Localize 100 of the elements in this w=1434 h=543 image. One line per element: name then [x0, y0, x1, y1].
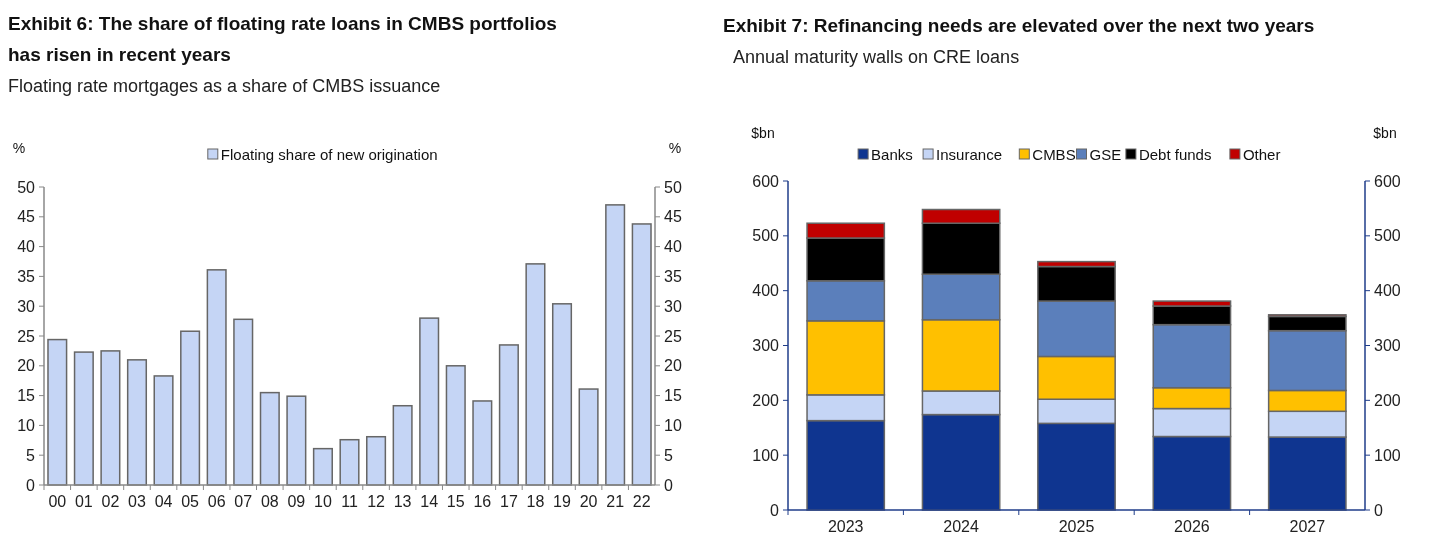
y-tick-label: 500	[752, 227, 780, 245]
y-tick-label: 20	[17, 357, 36, 375]
y-tick-label: 25	[17, 327, 36, 345]
y2-tick-label: 45	[664, 208, 682, 226]
bar	[233, 318, 254, 486]
x-tick-label: 17	[499, 493, 518, 510]
x-tick-label: 04	[154, 493, 173, 510]
y-tick-label: 40	[17, 238, 36, 256]
y2-tick-label: 600	[1374, 172, 1401, 190]
x-tick-label: 01	[74, 493, 93, 510]
x-tick-label: 19	[553, 493, 572, 510]
y2-tick-label: 15	[664, 387, 682, 405]
legend-label: Debt funds	[1138, 146, 1212, 163]
bar	[286, 395, 307, 486]
bar	[312, 447, 333, 486]
x-tick-label: 05	[181, 493, 200, 510]
bar	[100, 350, 121, 486]
bar	[631, 223, 652, 486]
y2-tick-label: 20	[664, 357, 682, 375]
y2-tick-label: 5	[664, 446, 673, 464]
y2-tick-label: 100	[1374, 446, 1401, 464]
bar	[180, 330, 201, 486]
bar	[47, 338, 68, 486]
x-tick-label: 16	[473, 493, 492, 510]
bar	[551, 303, 573, 486]
y2-tick-label: 35	[664, 268, 682, 285]
x-tick-label: 03	[128, 493, 146, 510]
x-tick-label: 07	[234, 493, 253, 510]
x-tick-label: 21	[606, 493, 625, 510]
bar	[445, 365, 466, 486]
y2-axis-title: %	[668, 140, 682, 156]
bar	[206, 269, 227, 486]
y2-tick-label: 0	[1374, 501, 1383, 519]
x-tick-label: 2026	[1174, 518, 1210, 535]
y2-tick-label: 400	[1374, 282, 1401, 300]
x-tick-label: 10	[314, 493, 332, 510]
x-tick-label: 2025	[1058, 518, 1095, 535]
y2-tick-label: 25	[664, 327, 682, 345]
y-tick-label: 0	[770, 501, 780, 519]
chart-subtitle: Floating rate mortgages as a share of CMBS issuance	[8, 76, 441, 96]
bar	[578, 388, 599, 486]
bar	[525, 263, 546, 486]
y2-tick-label: 10	[664, 417, 682, 434]
legend-label: Floating share of new origination	[220, 146, 438, 163]
x-tick-label: 06	[207, 493, 226, 510]
chart-subtitle: Annual maturity walls on CRE loans	[733, 47, 1020, 67]
y-tick-label: 400	[752, 282, 780, 300]
legend-label: CMBS	[1032, 146, 1076, 163]
x-tick-label: 2024	[943, 518, 979, 535]
legend-label: Other	[1242, 146, 1281, 163]
y-tick-label: 15	[17, 387, 36, 405]
bar	[126, 359, 148, 486]
y2-tick-label: 50	[664, 178, 682, 196]
y-tick-label: 50	[17, 178, 36, 196]
legend-label: GSE	[1089, 146, 1122, 163]
y-tick-label: 200	[752, 391, 780, 409]
bar	[605, 204, 626, 486]
y-tick-label: 0	[26, 476, 36, 494]
bar	[259, 391, 280, 486]
chart-title: Exhibit 6: The share of floating rate loans in CMBS portfolios has risen in recent years	[8, 13, 557, 65]
x-tick-label: 18	[526, 493, 545, 510]
chart-title: Exhibit 7: Refinancing needs are elevated over the next two years	[723, 15, 1315, 36]
y2-tick-label: 200	[1374, 391, 1401, 409]
x-tick-label: 15	[446, 493, 465, 510]
x-tick-label: 14	[420, 493, 439, 510]
x-tick-label: 12	[367, 493, 386, 510]
x-tick-label: 20	[579, 493, 598, 510]
x-tick-label: 02	[101, 493, 120, 510]
bar	[73, 351, 94, 486]
x-tick-label: 22	[632, 493, 651, 510]
legend-label: Insurance	[936, 146, 1002, 163]
bar	[392, 404, 413, 486]
bar	[472, 400, 493, 486]
y-tick-label: 10	[17, 417, 36, 434]
y2-tick-label: 300	[1374, 337, 1401, 355]
y-tick-label: 300	[752, 337, 780, 355]
bar	[419, 317, 440, 486]
y2-tick-label: 30	[664, 297, 682, 315]
y-tick-label: 35	[17, 268, 36, 285]
x-tick-label: 11	[341, 493, 358, 510]
x-tick-label: 00	[48, 493, 67, 510]
x-tick-label: 13	[393, 493, 412, 510]
y-tick-label: 5	[26, 446, 36, 464]
y-tick-label: 30	[17, 297, 36, 315]
x-tick-label: 2023	[827, 518, 864, 535]
y-tick-label: 45	[17, 208, 36, 226]
bar	[366, 435, 387, 486]
y2-tick-label: 0	[664, 476, 673, 494]
y-axis-title: %	[12, 140, 26, 156]
x-tick-label: 08	[260, 493, 279, 510]
bar	[339, 438, 360, 486]
bar	[153, 375, 174, 486]
x-tick-label: 2027	[1289, 518, 1326, 535]
y-axis-title: $bn	[751, 125, 775, 141]
y2-axis-title: $bn	[1373, 125, 1397, 141]
y-tick-label: 600	[752, 172, 780, 190]
y-tick-label: 100	[752, 446, 780, 464]
legend-label: Banks	[871, 146, 913, 163]
x-tick-label: 09	[287, 493, 306, 510]
y2-tick-label: 40	[664, 238, 682, 256]
